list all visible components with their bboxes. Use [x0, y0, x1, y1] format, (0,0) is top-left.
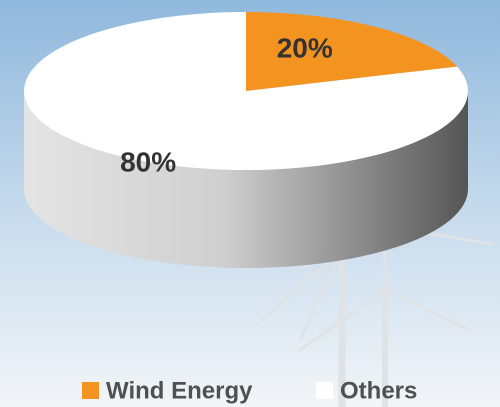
legend-swatch	[316, 382, 333, 399]
pie-side	[24, 91, 468, 268]
legend-label: Others	[340, 377, 417, 404]
legend-label: Wind Energy	[106, 377, 253, 404]
pie: 20% 80%	[24, 12, 469, 268]
data-label: 20%	[277, 33, 333, 64]
pie-slice	[24, 12, 469, 171]
legend-swatch	[82, 382, 99, 399]
data-label: 80%	[120, 146, 176, 177]
pie-slice	[246, 12, 458, 91]
legend: Wind Energy Others	[82, 377, 417, 404]
